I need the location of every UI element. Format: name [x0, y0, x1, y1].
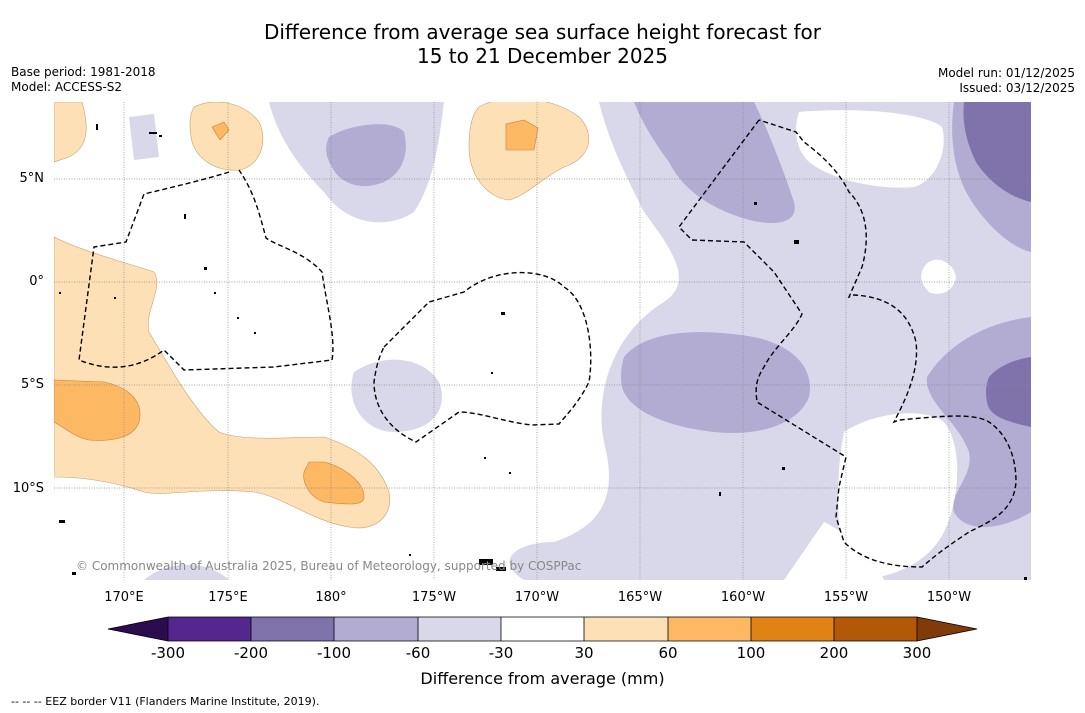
positive-anomaly-medium	[54, 119, 539, 505]
colorbar-tick: 300	[902, 644, 932, 662]
colorbar-title: Difference from average (mm)	[420, 669, 665, 688]
negative-anomaly-strong	[963, 102, 1031, 427]
colorbar-tick: -300	[150, 644, 186, 662]
base-period: Base period: 1981-2018	[11, 65, 156, 79]
colorbar-swatch-min	[108, 617, 168, 641]
map-area: © Commonwealth of Australia 2025, Bureau…	[54, 102, 1031, 580]
copyright-notice: © Commonwealth of Australia 2025, Bureau…	[76, 559, 582, 573]
lon-label-180: 180°	[315, 590, 347, 605]
lat-label-5s: 5°S	[20, 377, 44, 392]
colorbar-swatch	[168, 617, 251, 641]
positive-anomaly-light	[54, 102, 590, 529]
lon-label-175e: 175°E	[208, 590, 248, 605]
lon-label-150w: 150°W	[926, 590, 972, 605]
model-run: Model run: 01/12/2025	[937, 66, 1075, 80]
meta-right: Model run: 01/12/2025 Issued: 03/12/2025	[938, 66, 1075, 96]
title-line-2: 15 to 21 December 2025	[416, 44, 668, 68]
meta-left: Base period: 1981-2018 Model: ACCESS-S2	[11, 65, 156, 95]
colorbar-swatch	[501, 617, 584, 641]
colorbar-tick: 30	[574, 644, 594, 662]
colorbar-swatch	[584, 617, 668, 641]
lon-label-170e: 170°E	[104, 590, 144, 605]
colorbar-swatch	[834, 617, 917, 641]
lon-label-165w: 165°W	[617, 590, 663, 605]
colorbar-swatch	[418, 617, 501, 641]
issued-date: Issued: 03/12/2025	[959, 81, 1075, 95]
colorbar-swatch	[751, 617, 834, 641]
eez-borders	[78, 119, 1017, 568]
lon-label-170w: 170°W	[514, 590, 560, 605]
eez-legend-note: -- -- -- EEZ border V11 (Flanders Marine…	[11, 695, 320, 708]
lat-label-0: 0°	[29, 274, 44, 289]
title-line-1: Difference from average sea surface heig…	[263, 20, 822, 44]
model-name: Model: ACCESS-S2	[11, 80, 123, 94]
colorbar-swatch-max	[917, 617, 977, 641]
anomaly-map	[54, 102, 1031, 580]
colorbar-swatch	[334, 617, 418, 641]
lon-label-155w: 155°W	[823, 590, 869, 605]
lon-label-160w: 160°W	[720, 590, 766, 605]
colorbar-tick: -60	[405, 644, 431, 662]
colorbar-tick: 200	[819, 644, 849, 662]
colorbar-tick: 100	[736, 644, 766, 662]
colorbar-tick: -30	[488, 644, 514, 662]
colorbar-tick: 60	[658, 644, 678, 662]
colorbar-swatch	[251, 617, 334, 641]
graticule	[54, 102, 1031, 580]
neutral-anomaly-gaps	[796, 110, 958, 580]
colorbar-swatch	[668, 617, 751, 641]
islands	[59, 124, 1027, 580]
lat-label-5n: 5°N	[19, 171, 45, 186]
map-title: Difference from average sea surface heig…	[0, 20, 1085, 68]
lon-label-175w: 175°W	[411, 590, 457, 605]
colorbar-tick: -200	[233, 644, 269, 662]
lat-label-10s: 10°S	[12, 481, 44, 496]
colorbar-outline	[107, 616, 978, 642]
colorbar-tick: -100	[316, 644, 352, 662]
colorbar-dividers	[167, 617, 918, 641]
